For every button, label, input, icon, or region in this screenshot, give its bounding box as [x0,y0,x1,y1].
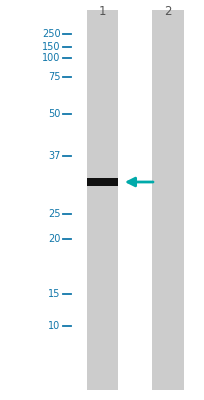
Bar [151,10,183,390]
Text: 10: 10 [48,321,60,331]
Text: 2: 2 [164,5,171,18]
Text: 50: 50 [48,109,60,119]
Text: 250: 250 [42,29,60,39]
Text: 75: 75 [48,72,60,82]
Text: 25: 25 [48,209,60,219]
Text: 15: 15 [48,289,60,299]
Text: 150: 150 [42,42,60,52]
Text: 1: 1 [98,5,106,18]
Bar [86,10,118,390]
Text: 37: 37 [48,151,60,161]
Text: 20: 20 [48,234,60,244]
Bar [86,178,118,186]
Text: 100: 100 [42,53,60,63]
